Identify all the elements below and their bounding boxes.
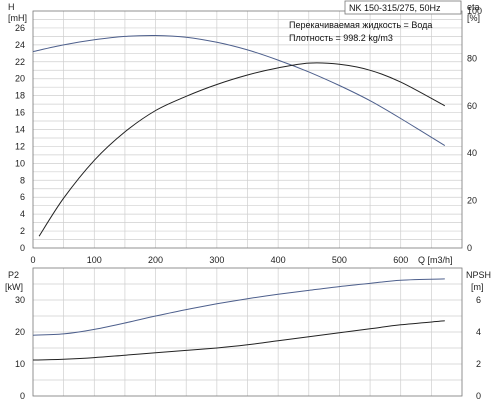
flow-tick-label: 600 [393,255,408,265]
eta-axis-unit: [%] [467,13,480,23]
eta-tick-label: 0 [467,243,472,253]
x-axis-ticks: 0 100 200 300 400 500 600 [30,255,408,265]
head-tick-label: 14 [15,125,25,135]
head-curve [32,34,446,147]
npsh-axis-label: NPSH [466,270,491,280]
chart-title: NK 150-315/275, 50Hz [349,3,441,13]
eta-tick-label: 80 [467,53,477,63]
bottom-panel-frame [32,267,463,397]
top-panel-grid [33,11,462,248]
power-curve [32,278,445,336]
npsh-tick-label: 0 [476,391,481,400]
power-tick-label: 10 [15,359,25,369]
head-tick-label: 26 [15,23,25,33]
bottom-left-axis-ticks: 0 10 20 30 [15,295,25,400]
head-axis-label: H [8,2,15,12]
head-tick-label: 18 [15,91,25,101]
power-tick-label: 30 [15,295,25,305]
efficiency-curve [38,62,446,237]
flow-axis-label: Q [m3/h] [418,255,453,265]
power-axis-label: P2 [8,270,19,280]
flow-tick-label: 100 [87,255,102,265]
npsh-tick-label: 2 [476,359,481,369]
flow-tick-label: 300 [209,255,224,265]
flow-tick-label: 0 [30,255,35,265]
title-box [344,0,462,15]
npsh-axis-unit: [m] [471,282,484,292]
power-tick-label: 0 [20,391,25,400]
flow-tick-label: 500 [332,255,347,265]
power-axis-unit: [kW] [5,282,23,292]
npsh-curve [32,320,445,361]
head-tick-label: 16 [15,108,25,118]
eta-tick-label: 20 [467,196,477,206]
head-tick-label: 0 [20,243,25,253]
top-panel-frame [32,10,463,249]
flow-tick-label: 400 [271,255,286,265]
head-tick-label: 10 [15,158,25,168]
power-tick-label: 20 [15,327,25,337]
top-panel-curves [32,34,446,237]
flow-tick-label: 200 [148,255,163,265]
bottom-right-axis-ticks: 0 2 4 6 [476,295,481,400]
eta-axis-label: eta [467,2,480,12]
eta-tick-label: 100 [467,6,482,16]
head-tick-label: 6 [20,192,25,202]
head-tick-label: 4 [20,209,25,219]
fluid-note: Перекачиваемая жидкость = Вода [289,20,432,30]
npsh-tick-label: 6 [476,295,481,305]
head-tick-label: 22 [15,57,25,67]
top-right-axis-ticks: 0 20 40 60 80 100 [467,6,482,253]
head-tick-label: 12 [15,141,25,151]
density-note: Плотность = 998.2 kg/m3 [289,33,393,43]
bottom-panel-grid [33,268,462,396]
eta-tick-label: 40 [467,148,477,158]
head-axis-unit: [mH] [8,13,27,23]
head-tick-label: 20 [15,74,25,84]
eta-tick-label: 60 [467,101,477,111]
npsh-tick-label: 4 [476,327,481,337]
head-tick-label: 2 [20,226,25,236]
head-tick-label: 8 [20,175,25,185]
bottom-panel-curves [32,278,445,361]
head-tick-label: 24 [15,40,25,50]
